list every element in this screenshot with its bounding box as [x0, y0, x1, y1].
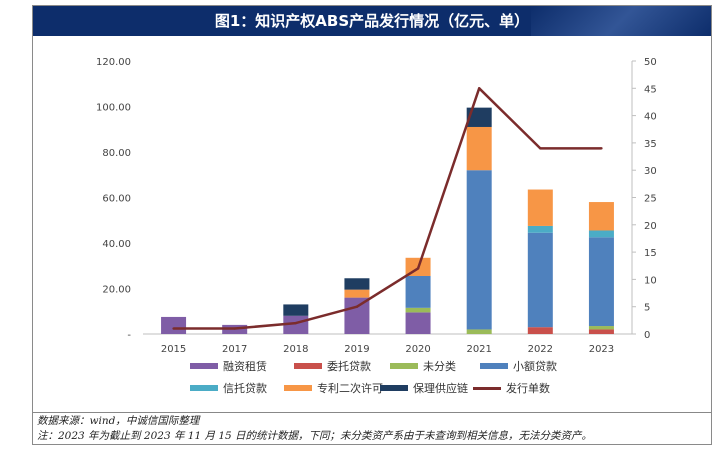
line-point [172, 327, 175, 330]
y-right-tick-label: 15 [644, 248, 657, 259]
y-right-tick-label: 40 [644, 112, 657, 123]
legend-label-rongzi: 融资租赁 [223, 360, 267, 373]
legend-swatch-baoli [380, 385, 408, 391]
line-point [355, 305, 359, 308]
y-left-tick-label: 120.00 [96, 57, 131, 68]
title-bar: 图1：知识产权ABS产品发行情况（亿元、单） [33, 6, 711, 36]
bar-segment [405, 312, 431, 334]
legend-item-xiaoe: 小额贷款 [480, 358, 557, 374]
bar-segment [344, 297, 370, 334]
legend-swatch-xiaoe [480, 363, 508, 369]
legend-label-xintuo: 信托贷款 [223, 382, 267, 395]
y-right-tick-label: 5 [644, 303, 650, 314]
line-point [477, 87, 481, 90]
x-tick-label: 2022 [528, 344, 553, 355]
line-point [416, 267, 420, 270]
y-left-tick-label: 60.00 [102, 194, 131, 205]
x-tick-label: 2015 [161, 344, 186, 355]
chart-title: 图1：知识产权ABS产品发行情况（亿元、单） [214, 12, 530, 30]
figure-frame [32, 5, 712, 445]
y-right-tick-label: 10 [644, 275, 657, 286]
bar-segment [588, 202, 614, 231]
legend-label-zhuanli: 专利二次许可 [317, 382, 383, 395]
bar-segment [466, 107, 492, 127]
bar-segment [161, 316, 187, 334]
legend-item-weituo: 委托贷款 [294, 358, 371, 374]
legend-item-rongzi: 融资租赁 [190, 358, 267, 374]
footnote: 注：2023 年为截止到 2023 年 11 月 15 日的统计数据，下同；未分… [37, 430, 593, 442]
bar-segment [466, 126, 492, 171]
line-point [233, 327, 236, 330]
legend-swatch-zhuanli [284, 385, 312, 391]
x-tick-label: 2023 [589, 344, 614, 355]
bar-segment [527, 225, 553, 233]
legend-swatch-weifenlei [390, 363, 418, 369]
legend-item-weifenlei: 未分类 [390, 358, 456, 374]
notes: 数据来源：wind，中诚信国际整理 注：2023 年为截止到 2023 年 11… [37, 414, 707, 444]
bar-segment [588, 230, 614, 238]
notes-divider [33, 412, 711, 413]
y-right-tick-label: 30 [644, 166, 657, 177]
legend-swatch-rongzi [190, 363, 218, 369]
y-right-tick-label: 0 [644, 330, 650, 341]
bar-segment [283, 304, 309, 316]
y-right-tick-label: 25 [644, 194, 657, 205]
x-tick-label: 2020 [405, 344, 430, 355]
bar-segment [466, 329, 492, 334]
bar-segment [405, 275, 431, 308]
legend-item-xintuo: 信托贷款 [190, 380, 267, 396]
legend-label-weituo: 委托贷款 [327, 360, 371, 373]
line-point [539, 147, 542, 150]
y-left-tick-label: 40.00 [102, 239, 131, 250]
x-tick-label: 2017 [222, 344, 247, 355]
bar-segment [527, 189, 553, 226]
legend-label-xiaoe: 小额贷款 [513, 360, 557, 373]
legend-swatch-weituo [294, 363, 322, 369]
legend-item-zhuanli: 专利二次许可 [284, 380, 383, 396]
bar-segment [527, 327, 553, 334]
y-right-tick-label: 35 [644, 139, 657, 150]
bar-segment [405, 307, 431, 313]
issuance-count-line [173, 87, 602, 330]
y-right-tick-label: 45 [644, 84, 657, 95]
legend-item-danshu: 发行单数 [473, 380, 550, 396]
legend-label-weifenlei: 未分类 [423, 360, 456, 373]
bar-segment [344, 278, 370, 290]
source-note: 数据来源：wind，中诚信国际整理 [37, 415, 200, 427]
y-left-tick-label: 20.00 [102, 285, 131, 296]
x-tick-label: 2019 [344, 344, 369, 355]
y-left-tick-label: 80.00 [102, 148, 131, 159]
y-left-tick-label: - [127, 330, 131, 341]
x-tick-label: 2018 [283, 344, 308, 355]
bar-segment [527, 232, 553, 328]
bar-segment [588, 329, 614, 334]
legend-label-danshu: 发行单数 [506, 382, 550, 395]
y-right-tick-label: 20 [644, 221, 657, 232]
legend-label-baoli: 保理供应链 [413, 382, 468, 395]
legend-swatch-danshu [473, 386, 501, 390]
legend-item-baoli: 保理供应链 [380, 380, 468, 396]
bar-segment [588, 326, 614, 330]
y-right-tick-label: 50 [644, 57, 657, 68]
bar-segment [466, 170, 492, 330]
line-point [600, 147, 603, 150]
legend-swatch-xintuo [190, 385, 218, 391]
bar-segment [344, 289, 370, 298]
bar-segment [588, 237, 614, 327]
y-left-tick-label: 100.00 [96, 103, 131, 114]
line-point [294, 321, 298, 325]
x-tick-label: 2021 [466, 344, 491, 355]
